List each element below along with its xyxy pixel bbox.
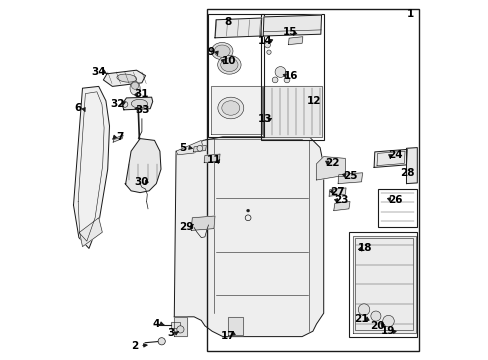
Circle shape: [382, 315, 393, 327]
Text: 14: 14: [258, 36, 272, 46]
Polygon shape: [122, 97, 152, 110]
Polygon shape: [288, 37, 302, 45]
Polygon shape: [211, 86, 261, 134]
Circle shape: [177, 326, 183, 333]
Circle shape: [275, 67, 285, 77]
Text: 26: 26: [387, 195, 402, 205]
Polygon shape: [113, 135, 123, 142]
Bar: [206, 9, 418, 351]
Polygon shape: [174, 317, 186, 336]
Circle shape: [246, 209, 249, 212]
Polygon shape: [193, 145, 206, 152]
Bar: [355, 238, 412, 330]
Circle shape: [266, 50, 270, 54]
Text: 31: 31: [134, 89, 148, 99]
Text: 27: 27: [329, 186, 344, 197]
Polygon shape: [80, 218, 102, 247]
Polygon shape: [263, 86, 321, 137]
Text: 30: 30: [134, 177, 148, 187]
Polygon shape: [337, 173, 362, 184]
Ellipse shape: [214, 45, 230, 57]
Circle shape: [272, 77, 277, 83]
Polygon shape: [215, 18, 261, 38]
Circle shape: [370, 311, 380, 321]
Text: 8: 8: [224, 17, 231, 27]
Polygon shape: [174, 137, 323, 337]
Polygon shape: [204, 154, 220, 163]
Polygon shape: [73, 86, 109, 248]
Polygon shape: [328, 188, 346, 196]
Text: 6: 6: [74, 103, 81, 113]
Polygon shape: [103, 70, 145, 86]
Bar: [260, 14, 323, 140]
Polygon shape: [263, 15, 321, 36]
Text: 25: 25: [342, 171, 357, 181]
Ellipse shape: [122, 102, 127, 107]
Polygon shape: [228, 317, 242, 335]
Ellipse shape: [222, 101, 239, 115]
Circle shape: [284, 77, 289, 83]
Text: 22: 22: [325, 158, 339, 168]
Text: 32: 32: [110, 99, 125, 109]
Polygon shape: [125, 139, 161, 193]
Ellipse shape: [117, 74, 136, 82]
Text: 34: 34: [91, 67, 106, 77]
Text: 5: 5: [179, 143, 186, 153]
Text: 10: 10: [221, 56, 235, 66]
Bar: [208, 14, 264, 137]
Polygon shape: [170, 322, 179, 328]
Text: 16: 16: [283, 71, 297, 81]
Polygon shape: [333, 202, 349, 211]
Text: 24: 24: [387, 150, 402, 160]
Text: 15: 15: [283, 27, 297, 37]
Text: 1: 1: [406, 9, 413, 19]
Text: 19: 19: [381, 326, 395, 336]
Polygon shape: [176, 140, 203, 155]
Text: 7: 7: [116, 132, 124, 142]
Bar: [348, 232, 416, 337]
Polygon shape: [373, 149, 407, 167]
Ellipse shape: [211, 42, 232, 60]
Ellipse shape: [130, 81, 140, 95]
Text: 20: 20: [370, 321, 384, 331]
Circle shape: [197, 145, 203, 151]
Text: 12: 12: [306, 96, 321, 106]
Ellipse shape: [218, 97, 244, 119]
Text: 28: 28: [399, 168, 414, 178]
Polygon shape: [316, 157, 345, 180]
Text: 21: 21: [354, 314, 368, 324]
Ellipse shape: [131, 99, 147, 108]
Text: 4: 4: [152, 319, 160, 329]
Text: 9: 9: [207, 47, 215, 57]
Text: 11: 11: [206, 155, 221, 165]
Polygon shape: [352, 236, 415, 333]
Ellipse shape: [217, 55, 241, 74]
Text: 23: 23: [334, 195, 348, 205]
Bar: [377, 189, 416, 227]
Ellipse shape: [131, 82, 139, 89]
Circle shape: [158, 338, 165, 345]
Ellipse shape: [220, 58, 238, 72]
Text: 29: 29: [179, 222, 193, 232]
Text: 2: 2: [131, 341, 138, 351]
Polygon shape: [406, 148, 416, 184]
Text: 18: 18: [357, 243, 371, 253]
Polygon shape: [191, 216, 215, 230]
Text: 33: 33: [136, 105, 150, 115]
Text: 3: 3: [167, 328, 174, 338]
Text: 13: 13: [258, 114, 272, 124]
Text: 17: 17: [221, 330, 235, 341]
Circle shape: [358, 304, 369, 315]
Circle shape: [264, 42, 270, 48]
